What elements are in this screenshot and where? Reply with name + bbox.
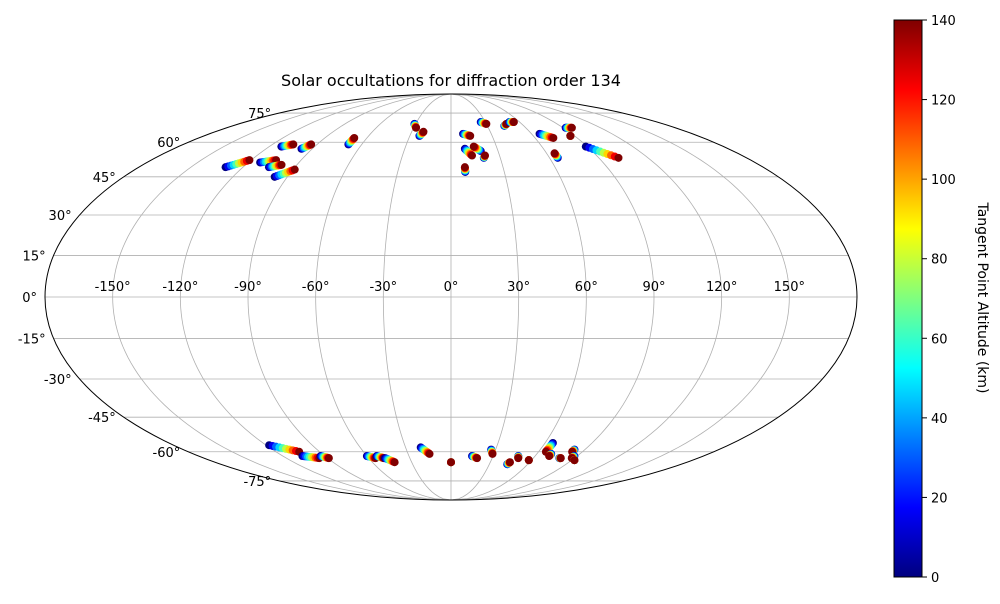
occultation-point	[614, 153, 623, 162]
occultation-point	[460, 163, 469, 172]
longitude-gridline	[450, 93, 587, 501]
latitude-tick-label: 45°	[93, 171, 116, 186]
longitude-gridline	[450, 93, 655, 501]
longitude-gridline	[450, 93, 790, 501]
occultation-point	[545, 452, 554, 461]
occultation-point	[469, 142, 478, 151]
longitude-tick-label: -90°	[234, 280, 262, 295]
occultation-point	[468, 151, 477, 160]
occultation-point	[412, 123, 421, 132]
occultation-point	[473, 454, 482, 463]
longitude-gridline	[315, 93, 452, 501]
occultation-point	[488, 449, 497, 458]
colorbar-tick-label: 140	[931, 14, 956, 29]
occultation-point	[447, 458, 455, 467]
longitude-tick-labels: -150° -120° -90° -60° -30° 0° 30° 60° 90° 120° 150…	[95, 280, 805, 295]
colorbar-tick-label: 40	[931, 412, 948, 427]
occultation-point	[514, 454, 523, 463]
longitude-tick-label: 120°	[706, 280, 737, 295]
occultation-point	[524, 456, 533, 465]
occultation-points	[221, 118, 623, 469]
occultation-point	[556, 454, 565, 463]
occultation-point	[466, 131, 475, 140]
occultation-point	[390, 458, 399, 467]
longitude-gridline	[382, 93, 452, 501]
longitude-gridline	[247, 93, 452, 501]
longitude-gridline	[179, 93, 452, 501]
latitude-tick-label: 0°	[22, 291, 37, 306]
occultation-point	[505, 458, 514, 467]
longitude-tick-label: 150°	[774, 280, 805, 295]
occultation-point	[550, 149, 559, 158]
occultation-point	[549, 133, 558, 142]
colorbar	[893, 19, 923, 578]
longitude-tick-label: 60°	[575, 280, 598, 295]
chart-title: Solar occultations for diffraction order…	[281, 71, 621, 90]
colorbar-tick-label: 120	[931, 94, 956, 109]
occultation-point	[419, 127, 428, 136]
longitude-tick-label: -60°	[302, 280, 330, 295]
occultation-point	[566, 131, 575, 140]
latitude-tick-label: -45°	[88, 411, 116, 426]
longitude-tick-label: 30°	[507, 280, 530, 295]
longitude-tick-label: 0°	[444, 280, 459, 295]
latitude-tick-label: 75°	[248, 107, 271, 122]
occultation-point	[290, 165, 299, 174]
colorbar-ticks: 0 20 40 60 80 100 120 140	[922, 14, 956, 586]
map-outline	[44, 93, 858, 501]
occultation-point	[509, 118, 518, 127]
longitude-tick-label: 90°	[642, 280, 665, 295]
occultation-point	[480, 151, 489, 160]
occultation-point	[482, 119, 491, 128]
occultation-point	[350, 133, 359, 142]
colorbar-tick-label: 0	[931, 571, 939, 586]
occultation-point	[307, 140, 316, 149]
latitude-tick-labels: 75° 60° 45° 30° 15° 0° -15° -30° -45° -60° -75°	[18, 107, 271, 490]
latitude-tick-label: -60°	[153, 446, 181, 461]
colorbar-tick-label: 100	[931, 173, 956, 188]
latitude-tick-label: -30°	[44, 373, 72, 388]
longitude-gridline	[450, 93, 723, 501]
occultation-point	[570, 456, 579, 465]
map-grid	[45, 93, 857, 501]
colorbar-tick-label: 60	[931, 332, 948, 347]
occultation-point	[425, 449, 434, 458]
latitude-tick-label: 30°	[49, 209, 72, 224]
longitude-tick-label: -150°	[95, 280, 131, 295]
longitude-tick-label: -30°	[369, 280, 397, 295]
longitude-gridline	[112, 93, 452, 501]
occultation-point	[289, 140, 298, 149]
occultation-point	[324, 454, 333, 463]
longitude-tick-label: -120°	[162, 280, 198, 295]
occultation-point	[277, 160, 286, 169]
latitude-tick-label: 15°	[23, 249, 46, 264]
colorbar-tick-label: 80	[931, 253, 948, 268]
latitude-tick-label: -75°	[243, 475, 271, 490]
colorbar-label: Tangent Point Altitude (km)	[974, 201, 990, 393]
latitude-tick-label: -15°	[18, 333, 46, 348]
occultation-point	[245, 156, 254, 165]
colorbar-tick-label: 20	[931, 491, 948, 506]
latitude-tick-label: 60°	[157, 136, 180, 151]
occultation-point	[567, 123, 576, 132]
